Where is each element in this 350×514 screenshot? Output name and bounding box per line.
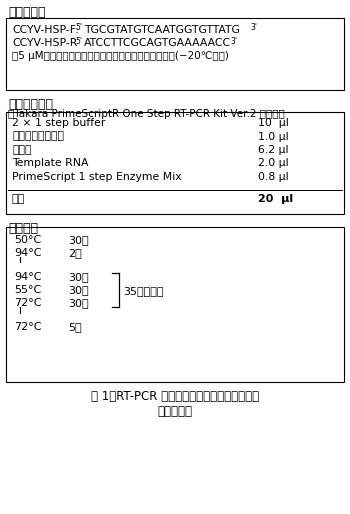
Text: （Takara PrimeScriptR One Step RT-PCR Kit Ver.2 の場合）: （Takara PrimeScriptR One Step RT-PCR Kit…: [8, 109, 285, 119]
Text: の検出手順: の検出手順: [158, 405, 192, 418]
Text: 2.0 μl: 2.0 μl: [258, 158, 289, 169]
Text: 94°C: 94°C: [14, 272, 42, 282]
Bar: [6, 227, 344, 382]
Bar: [6, 112, 344, 214]
Text: 6.2 μl: 6.2 μl: [258, 145, 288, 155]
Text: CCYV-HSP-F:: CCYV-HSP-F:: [12, 25, 79, 35]
Text: 5': 5': [75, 24, 82, 32]
Text: 5分: 5分: [68, 322, 82, 332]
Text: 図 1．RT-PCR によるウリ類退緑黄化ウイルス: 図 1．RT-PCR によるウリ類退緑黄化ウイルス: [91, 390, 259, 403]
Text: 20  μl: 20 μl: [258, 194, 293, 204]
Text: PrimeScript 1 step Enzyme Mix: PrimeScript 1 step Enzyme Mix: [12, 172, 182, 182]
Text: 3': 3': [250, 24, 257, 32]
Text: TGCGTATGTCAATGGTGTTATG: TGCGTATGTCAATGGTGTTATG: [84, 25, 240, 35]
Text: 1.0 μl: 1.0 μl: [258, 132, 289, 141]
Text: プライマー混合液: プライマー混合液: [12, 132, 64, 141]
Bar: [6, 18, 344, 90]
Text: プライマー: プライマー: [8, 6, 46, 19]
Text: 反応液の調整: 反応液の調整: [8, 98, 53, 111]
Text: 3': 3': [230, 36, 237, 46]
Text: 72°C: 72°C: [14, 298, 42, 308]
Text: 72°C: 72°C: [14, 322, 42, 332]
Text: 反応条件: 反応条件: [8, 222, 38, 235]
Text: 5': 5': [75, 36, 82, 46]
Text: 各5 μMとなるように調製し、プライマー混合液とする(−20℃保存): 各5 μMとなるように調製し、プライマー混合液とする(−20℃保存): [12, 51, 229, 61]
Text: 蚕留水: 蚕留水: [12, 145, 32, 155]
Text: 10  μl: 10 μl: [258, 118, 289, 128]
Text: 合計: 合計: [12, 194, 25, 204]
Text: 30秒: 30秒: [68, 298, 89, 308]
Text: 55°C: 55°C: [14, 285, 41, 295]
Text: 30秒: 30秒: [68, 272, 89, 282]
Text: 30分: 30分: [68, 235, 89, 245]
Text: ATCCTTCGCAGTGAAAAACC: ATCCTTCGCAGTGAAAAACC: [84, 38, 231, 48]
Text: 30秒: 30秒: [68, 285, 89, 295]
Text: 35サイクル: 35サイクル: [123, 286, 163, 296]
Text: 2分: 2分: [68, 248, 82, 258]
Text: Template RNA: Template RNA: [12, 158, 89, 169]
Text: 0.8 μl: 0.8 μl: [258, 172, 289, 182]
Text: 50°C: 50°C: [14, 235, 41, 245]
Text: 94°C: 94°C: [14, 248, 42, 258]
Text: CCYV-HSP-R: CCYV-HSP-R: [12, 38, 77, 48]
Text: 2 × 1 step buffer: 2 × 1 step buffer: [12, 118, 105, 128]
